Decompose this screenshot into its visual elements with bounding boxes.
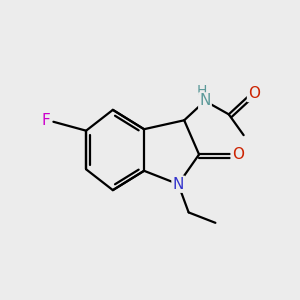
Text: N: N [172,177,184,192]
Text: O: O [232,147,244,162]
Text: F: F [42,113,50,128]
Text: N: N [199,94,211,109]
Text: H: H [197,84,207,98]
Text: O: O [248,86,260,101]
